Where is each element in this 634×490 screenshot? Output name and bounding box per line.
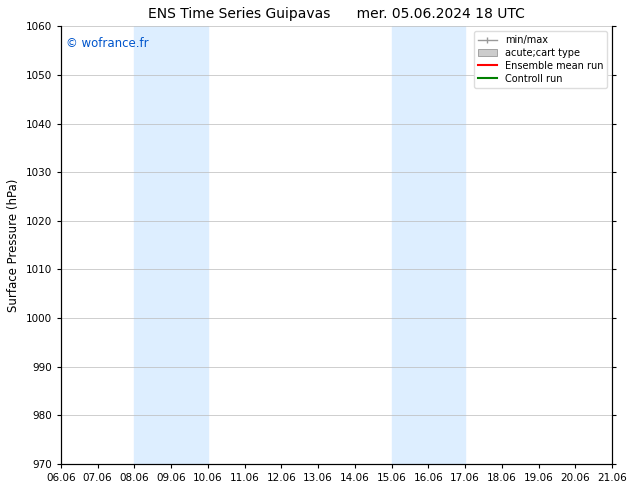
Text: © wofrance.fr: © wofrance.fr — [67, 37, 149, 50]
Bar — [392, 26, 465, 464]
Bar — [134, 26, 208, 464]
Legend: min/max, acute;cart type, Ensemble mean run, Controll run: min/max, acute;cart type, Ensemble mean … — [474, 31, 607, 88]
Y-axis label: Surface Pressure (hPa): Surface Pressure (hPa) — [7, 178, 20, 312]
Title: ENS Time Series Guipavas      mer. 05.06.2024 18 UTC: ENS Time Series Guipavas mer. 05.06.2024… — [148, 7, 525, 21]
